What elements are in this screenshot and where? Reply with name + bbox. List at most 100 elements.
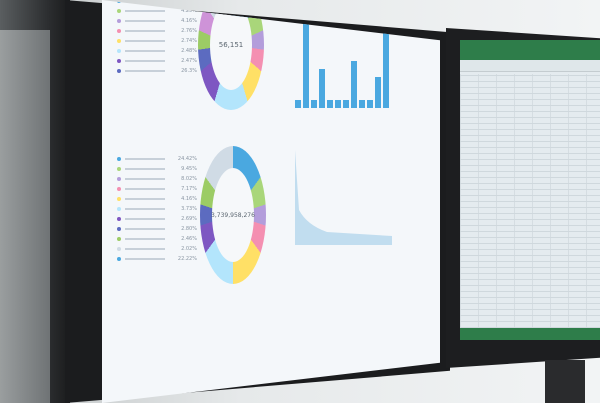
legend-swatch	[117, 257, 121, 261]
legend-item: 2.69%	[117, 214, 197, 224]
legend-percent: 2.80%	[181, 226, 197, 232]
legend-swatch	[117, 19, 121, 23]
legend-percent: 2.46%	[181, 236, 197, 242]
legend-label	[125, 198, 165, 200]
top-donut-chart: 56,151	[198, 0, 264, 110]
main-monitor-screen: 6.48%4.25%4.16%2.76%2.74%2.48%2.47%26.3%…	[102, 0, 440, 403]
legend-item: 26.3%	[117, 66, 197, 76]
legend-swatch	[117, 197, 121, 201]
spreadsheet-titlebar	[460, 40, 600, 60]
legend-item: 2.76%	[117, 26, 197, 36]
bar	[359, 100, 365, 108]
legend-item: 4.16%	[117, 194, 197, 204]
bar	[367, 100, 373, 108]
legend-percent: 2.69%	[181, 216, 197, 222]
legend-label	[125, 188, 165, 190]
legend-label	[125, 218, 165, 220]
top-donut-total: 56,151	[218, 41, 244, 49]
legend-label	[125, 30, 165, 32]
legend-percent: 9.45%	[181, 166, 197, 172]
monitor-stand	[545, 360, 585, 403]
area-series	[295, 150, 392, 245]
legend-swatch	[117, 39, 121, 43]
area-chart	[295, 150, 392, 245]
legend-item: 24.42%	[117, 154, 197, 164]
legend-label	[125, 20, 165, 22]
bar	[319, 68, 325, 108]
legend-percent: 4.16%	[181, 196, 197, 202]
legend-item: 2.47%	[117, 56, 197, 66]
legend-swatch	[117, 69, 121, 73]
spreadsheet-statusbar	[460, 328, 600, 340]
legend-item: 3.73%	[117, 204, 197, 214]
left-monitor-screen	[0, 30, 50, 403]
bar	[375, 76, 381, 108]
legend-percent: 4.16%	[181, 18, 197, 24]
bar-chart	[287, 0, 397, 120]
legend-label	[125, 208, 165, 210]
legend-percent: 2.74%	[181, 38, 197, 44]
bar	[295, 100, 301, 108]
legend-label	[125, 60, 165, 62]
legend-percent: 24.42%	[177, 156, 197, 162]
bottom-legend: 24.42% 9.45% 8.02% 7.17% 4.16% 3.73% 2.69% 2.80…	[117, 154, 197, 264]
legend-item: 2.02%	[117, 244, 197, 254]
legend-swatch	[117, 9, 121, 13]
legend-swatch	[117, 207, 121, 211]
bar	[303, 0, 309, 108]
legend-item: 4.16%	[117, 16, 197, 26]
legend-item: 2.74%	[117, 36, 197, 46]
legend-swatch	[117, 29, 121, 33]
legend-swatch	[117, 167, 121, 171]
bar	[383, 29, 389, 108]
legend-label	[125, 178, 165, 180]
legend-label	[125, 168, 165, 170]
bar	[351, 60, 357, 108]
legend-label	[125, 248, 165, 250]
legend-percent: 2.76%	[181, 28, 197, 34]
bottom-donut-chart: 3,739,958,276	[200, 146, 266, 284]
spreadsheet-grid	[460, 74, 600, 328]
legend-label	[125, 158, 165, 160]
legend-label	[125, 258, 165, 260]
legend-label	[125, 10, 165, 12]
legend-percent: 3.73%	[181, 206, 197, 212]
legend-item: 8.02%	[117, 174, 197, 184]
legend-label	[125, 238, 165, 240]
legend-percent: 2.02%	[181, 246, 197, 252]
legend-swatch	[117, 177, 121, 181]
legend-percent: 22.22%	[177, 256, 197, 262]
legend-swatch	[117, 187, 121, 191]
legend-percent: 2.48%	[181, 48, 197, 54]
legend-item: 7.17%	[117, 184, 197, 194]
bottom-donut-total: 3,739,958,276	[211, 211, 255, 219]
bar	[343, 100, 349, 108]
legend-item: 2.46%	[117, 234, 197, 244]
legend-percent: 26.3%	[181, 68, 197, 74]
legend-item: 22.22%	[117, 254, 197, 264]
legend-swatch	[117, 247, 121, 251]
legend-percent: 7.17%	[181, 186, 197, 192]
legend-label	[125, 70, 165, 72]
legend-label	[125, 40, 165, 42]
legend-swatch	[117, 237, 121, 241]
legend-percent: 4.25%	[181, 8, 197, 14]
top-legend: 6.48%4.25%4.16%2.76%2.74%2.48%2.47%26.3%	[117, 0, 197, 76]
legend-item: 2.80%	[117, 224, 197, 234]
bar	[335, 100, 341, 108]
bar	[327, 100, 333, 108]
legend-item: 9.45%	[117, 164, 197, 174]
left-monitor	[0, 0, 70, 403]
legend-swatch	[117, 49, 121, 53]
bar	[311, 100, 317, 108]
legend-swatch	[117, 59, 121, 63]
legend-item: 4.25%	[117, 6, 197, 16]
legend-label	[125, 50, 165, 52]
legend-swatch	[117, 217, 121, 221]
legend-swatch	[117, 157, 121, 161]
legend-percent: 8.02%	[181, 176, 197, 182]
legend-swatch	[117, 227, 121, 231]
legend-label	[125, 228, 165, 230]
right-monitor-spreadsheet	[460, 40, 600, 340]
legend-percent: 2.47%	[181, 58, 197, 64]
